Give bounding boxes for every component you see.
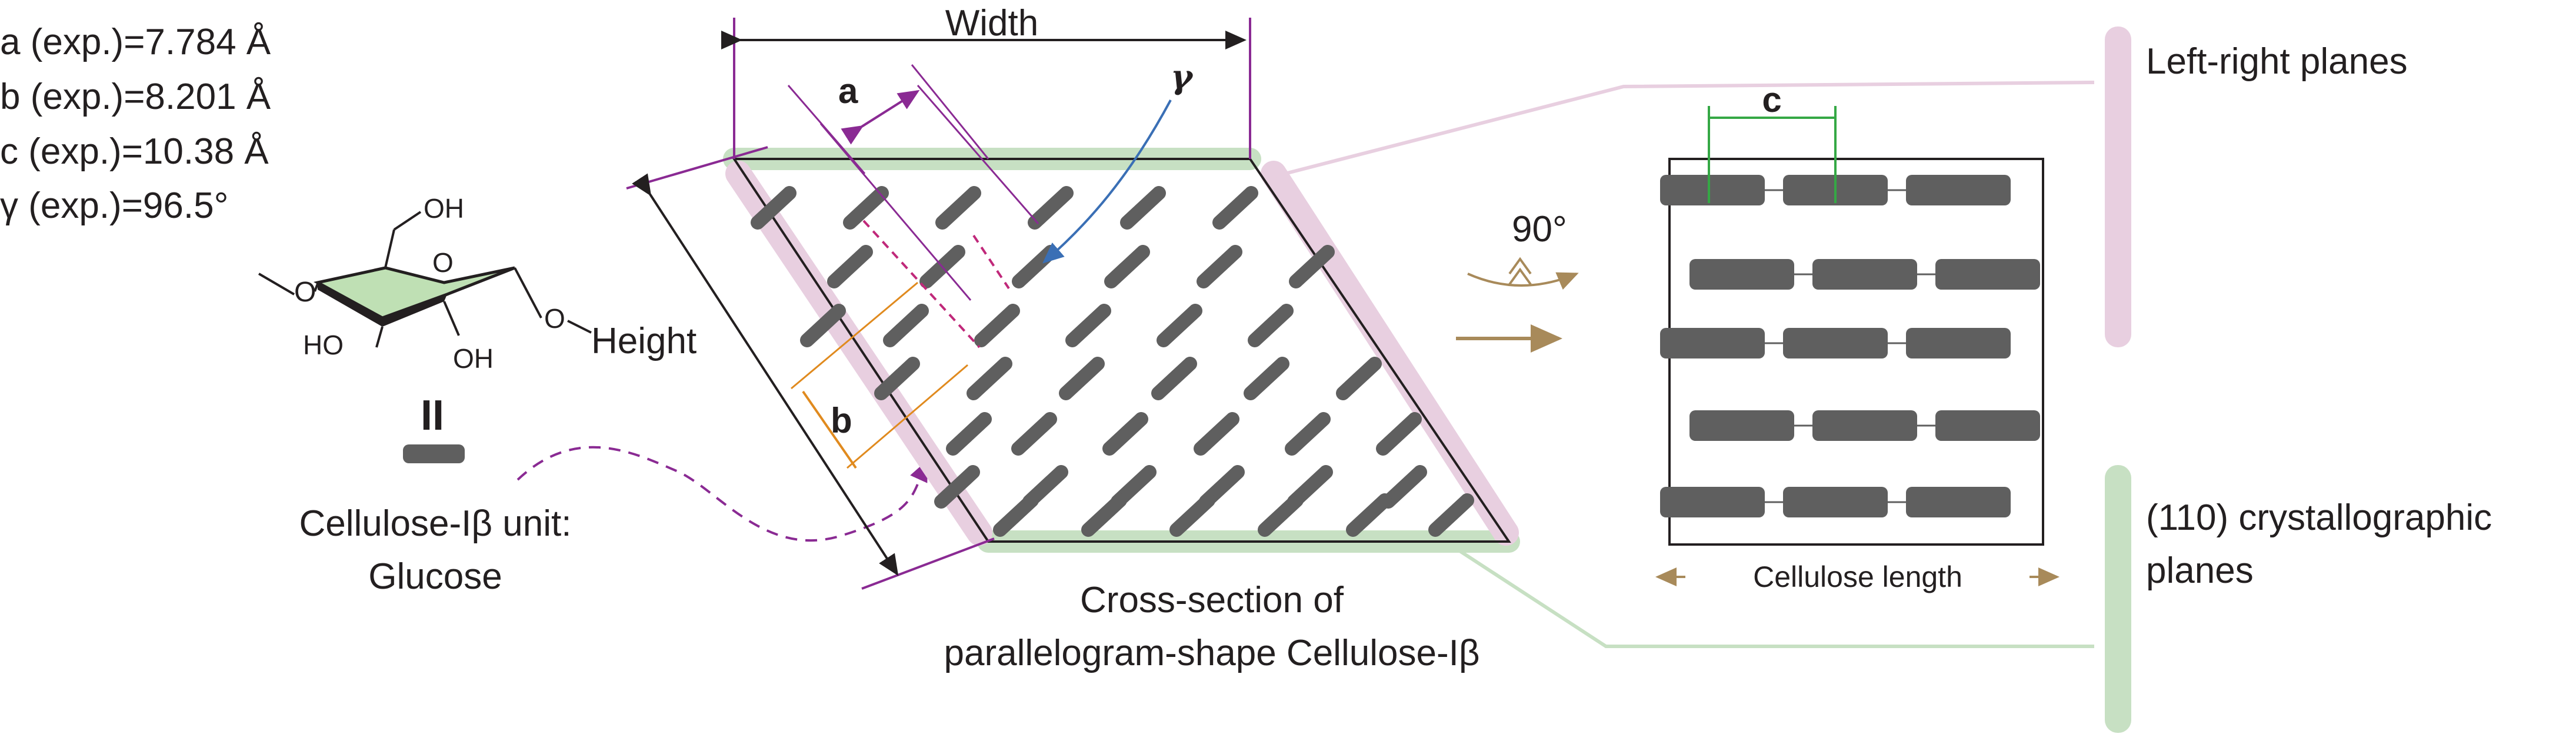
legend: Left-right planes (110) crystallographic…	[2105, 26, 2492, 733]
legend-left-right: Left-right planes	[2146, 41, 2408, 82]
caption-line1: Cross-section of	[1080, 580, 1344, 620]
svg-text:O: O	[544, 303, 565, 334]
chain-rows	[1660, 175, 2040, 517]
height-label: Height	[591, 321, 697, 361]
right-pink-plane	[1261, 161, 1519, 546]
length-label: Cellulose length	[1753, 560, 1962, 593]
param-c: c (exp.)=10.38 Å	[0, 131, 269, 172]
b-label: b	[831, 401, 852, 440]
legend-green-bar	[2105, 465, 2131, 733]
width-label: Width	[945, 3, 1038, 44]
unit-label-line1: Cellulose-Iβ unit:	[299, 503, 572, 544]
svg-text:O: O	[294, 277, 316, 308]
oh-top: OH	[424, 193, 464, 224]
a-arrow	[841, 89, 920, 145]
param-gamma: γ (exp.)=96.5°	[0, 185, 228, 226]
ho-left: HO	[303, 330, 344, 360]
b-arrow	[802, 390, 857, 469]
legend-pink-bar	[2105, 26, 2131, 347]
rotation-label: 90°	[1512, 209, 1567, 250]
gamma-arrow	[1042, 99, 1172, 264]
caption-line2: parallelogram-shape Cellulose-Iβ	[944, 633, 1480, 673]
rotation-indicator: 90°	[1456, 209, 1579, 353]
param-a: a (exp.)=7.784 Å	[0, 22, 271, 62]
legend-110-line2: planes	[2146, 550, 2254, 591]
oh-bottom: OH	[453, 343, 494, 374]
unit-label-line2: Glucose	[368, 556, 502, 597]
side-view: c Cellulose length	[1655, 80, 2060, 593]
cross-section: Width Height a γ b Cross-section of para…	[591, 3, 1520, 673]
a-label: a	[838, 71, 858, 111]
chain-unit-legend	[403, 444, 465, 463]
pink-connector	[1273, 81, 2095, 178]
lattice-parameters: a (exp.)=7.784 Å b (exp.)=8.201 Å c (exp…	[0, 22, 271, 226]
glucose-ring-front-edge	[318, 283, 447, 327]
roman-numeral: II	[421, 392, 444, 439]
height-arrow	[632, 173, 899, 576]
green-connector	[1458, 549, 2094, 648]
c-label: c	[1762, 80, 1781, 119]
glucose-structure: O OH O HO OH O II Cellulose-Iβ unit: Glu…	[258, 193, 928, 597]
gamma-label: γ	[1171, 58, 1194, 97]
parallelogram-outline	[732, 158, 1511, 543]
svg-text:O: O	[432, 247, 454, 278]
param-b: b (exp.)=8.201 Å	[0, 77, 271, 117]
legend-110-line1: (110) crystallographic	[2146, 497, 2492, 538]
